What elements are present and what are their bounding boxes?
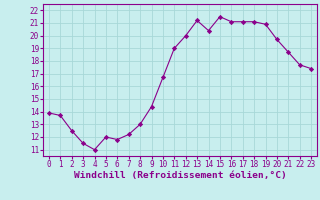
- X-axis label: Windchill (Refroidissement éolien,°C): Windchill (Refroidissement éolien,°C): [74, 171, 286, 180]
